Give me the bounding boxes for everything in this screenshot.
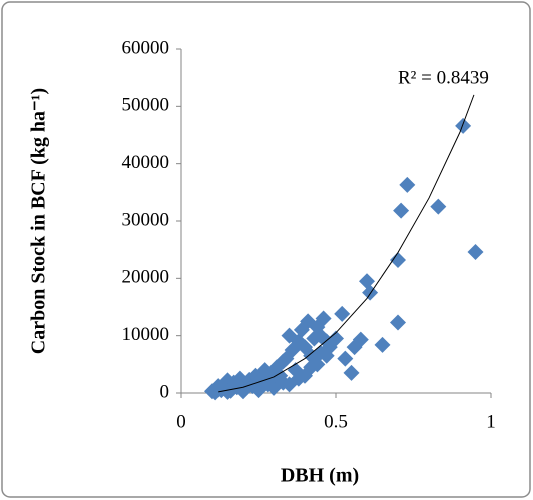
point: [250, 380, 267, 397]
y-tick-label: 30000: [122, 209, 170, 230]
point: [343, 364, 360, 381]
x-tick-label: 0.5: [324, 411, 348, 432]
point: [334, 305, 351, 322]
point: [359, 273, 375, 290]
point: [241, 371, 258, 388]
point: [430, 198, 447, 215]
y-tick-label: 60000: [122, 37, 170, 58]
y-tick-label: 20000: [122, 267, 170, 288]
point: [275, 374, 292, 391]
point: [467, 243, 484, 260]
point: [337, 350, 354, 367]
point: [455, 117, 472, 134]
point: [328, 330, 344, 347]
point: [309, 356, 326, 373]
annotation: R² = 0.8439: [398, 67, 489, 88]
y-tick-label: 10000: [122, 324, 170, 345]
point: [390, 314, 406, 331]
x-axis-label: DBH (m): [281, 465, 359, 487]
point: [315, 310, 332, 327]
x-tick-label: 1: [486, 411, 496, 432]
point: [235, 383, 251, 400]
trendline: [218, 94, 475, 393]
point: [390, 251, 406, 268]
point: [374, 336, 391, 353]
point: [399, 176, 416, 193]
point: [318, 347, 335, 364]
point: [297, 367, 313, 384]
point: [393, 202, 410, 219]
x-tick-label: 0: [176, 411, 186, 432]
y-axis-label: Carbon Stock in BCF (kg ha⁻¹): [28, 88, 50, 354]
y-tick-label: 40000: [122, 152, 170, 173]
y-tick-label: 50000: [122, 95, 170, 116]
y-tick-label: 0: [160, 381, 170, 402]
point: [219, 383, 236, 400]
point: [352, 331, 369, 348]
